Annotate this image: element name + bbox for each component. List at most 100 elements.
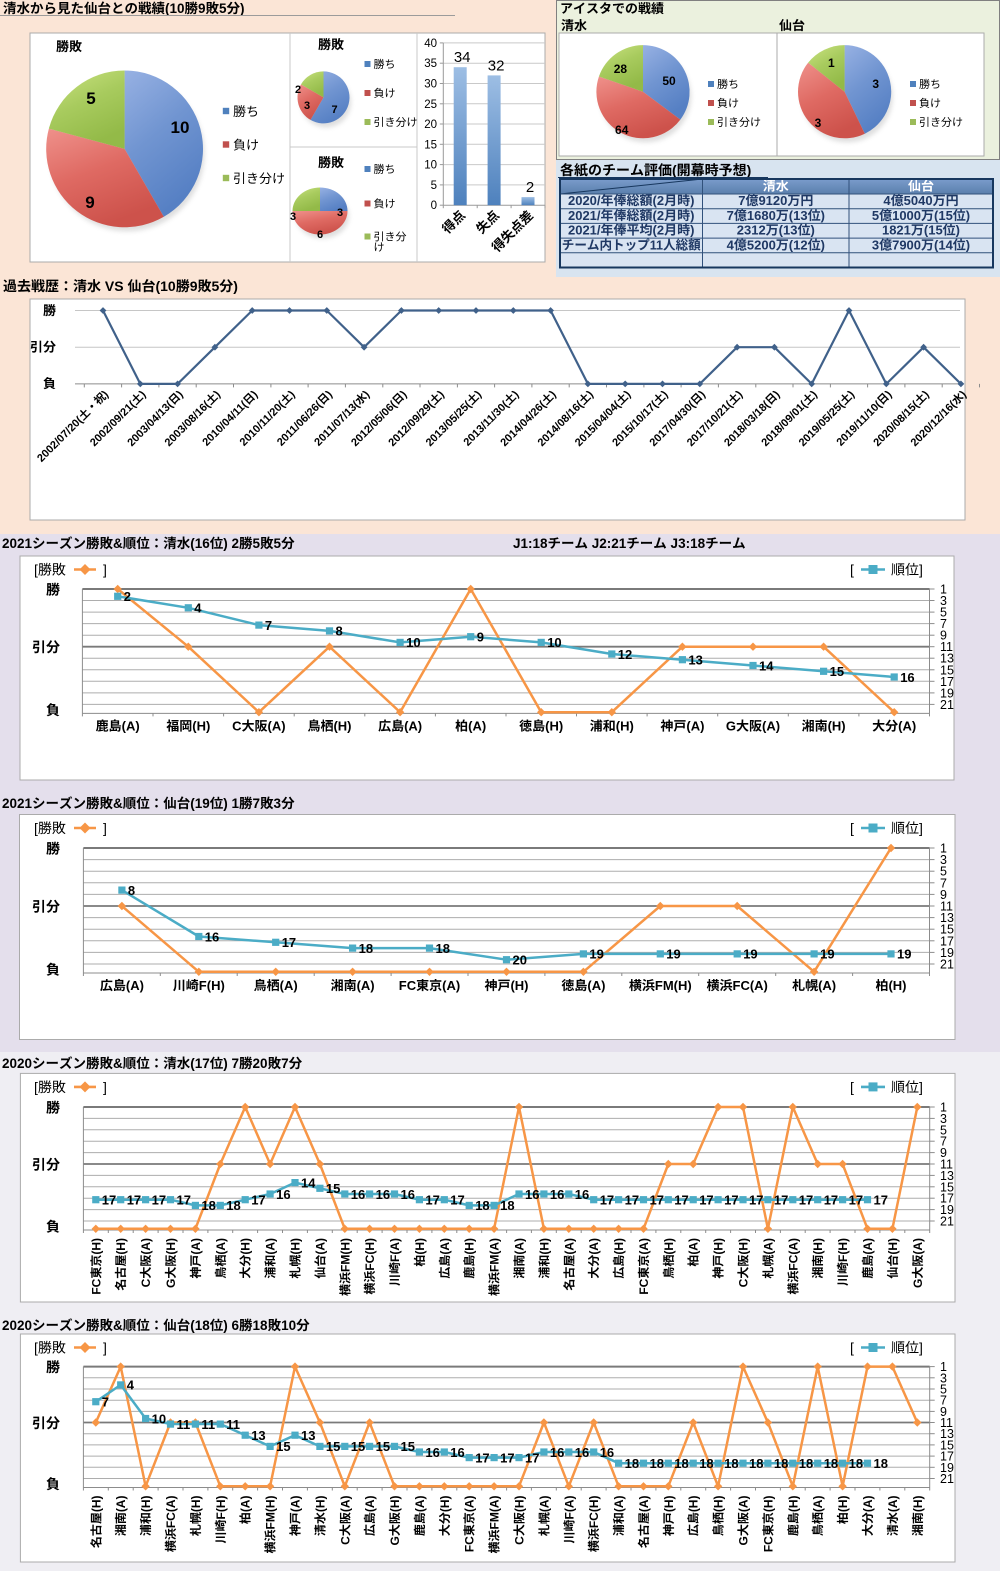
svg-text:11: 11 [201,1414,215,1433]
svg-text:17: 17 [525,1447,539,1466]
svg-text:浦和(H): 浦和(H) [535,1238,552,1279]
svg-text:16: 16 [276,1184,290,1203]
svg-text:川崎F(A): 川崎F(A) [386,1238,403,1286]
svg-text:鳥栖(A): 鳥栖(A) [254,975,298,994]
svg-text:G大阪(H): G大阪(H) [162,1238,179,1288]
svg-text:勝: 勝 [46,1357,60,1377]
svg-text:仙台(H): 仙台(H) [884,1238,901,1279]
svg-text:神戸(A): 神戸(A) [187,1238,204,1279]
svg-text:[: [ [850,560,854,580]
svg-text:柏(H): 柏(H) [875,975,906,994]
svg-text:11: 11 [177,1414,191,1433]
svg-text:25: 25 [424,96,437,112]
svg-text:清水: 清水 [561,15,587,34]
svg-text:16: 16 [376,1184,390,1203]
svg-text:勝敗: 勝敗 [318,34,344,53]
svg-text:負け: 負け [374,196,396,212]
svg-text:横浜FM(H): 横浜FM(H) [336,1238,353,1296]
svg-text:勝敗: 勝敗 [56,36,82,55]
svg-text:大分(H): 大分(H) [237,1238,254,1279]
svg-text:引分: 引分 [32,897,60,917]
svg-text:35: 35 [424,55,437,71]
svg-text:清水から見た仙台との戦績(10勝9敗5分): 清水から見た仙台との戦績(10勝9敗5分) [3,0,245,17]
svg-text:川崎F(H): 川崎F(H) [212,1496,229,1544]
svg-text:勝ち: 勝ち [233,101,259,120]
svg-text:6: 6 [317,226,323,242]
svg-text:7: 7 [940,613,947,632]
svg-text:20: 20 [513,950,527,969]
svg-text:14: 14 [759,655,774,674]
svg-text:19: 19 [743,944,757,963]
svg-text:11: 11 [940,896,953,915]
svg-text:15: 15 [940,1434,954,1453]
svg-text:徳島(A): 徳島(A) [561,975,605,994]
svg-text:18: 18 [874,1453,888,1472]
svg-text:川崎F(A): 川崎F(A) [560,1496,577,1544]
svg-text:10: 10 [424,157,437,173]
svg-text:2020/年俸総額(2月時): 2020/年俸総額(2月時) [568,190,694,209]
svg-text:21: 21 [940,1468,954,1487]
svg-text:15: 15 [401,1436,415,1455]
svg-text:17: 17 [127,1190,141,1209]
svg-text:柏(H): 柏(H) [834,1496,851,1525]
svg-text:仙台: 仙台 [908,176,934,195]
svg-text:横浜FM(A): 横浜FM(A) [486,1496,503,1554]
svg-text:FC東京(A): FC東京(A) [399,975,460,994]
svg-text:鹿島(H): 鹿島(H) [784,1496,801,1537]
svg-text:勝ち: 勝ち [919,76,941,92]
svg-text:広島(H): 広島(H) [610,1238,627,1279]
svg-text:21: 21 [940,954,954,973]
svg-text:15: 15 [376,1436,390,1455]
svg-text:16: 16 [425,1442,439,1461]
svg-text:大分(H): 大分(H) [436,1496,453,1537]
svg-text:19: 19 [940,682,954,701]
svg-text:28: 28 [614,60,628,77]
svg-text:神戸(H): 神戸(H) [710,1238,727,1279]
svg-text:17: 17 [940,1446,954,1465]
svg-text:7: 7 [102,1392,109,1411]
svg-text:17: 17 [874,1190,888,1209]
svg-text:清水(H): 清水(H) [311,1496,328,1537]
svg-text:1: 1 [940,838,947,857]
svg-text:C大阪(A): C大阪(A) [232,715,285,734]
svg-text:8: 8 [128,880,135,899]
svg-text:湘南(H): 湘南(H) [809,1238,826,1279]
svg-text:13: 13 [940,1423,954,1442]
svg-text:引き分け: 引き分け [717,114,761,130]
svg-text:17: 17 [824,1190,838,1209]
svg-text:川崎F(H): 川崎F(H) [173,975,225,994]
svg-text:17: 17 [799,1190,813,1209]
svg-text:2: 2 [526,176,534,197]
svg-text:40: 40 [424,35,437,51]
svg-text:柏(H): 柏(H) [411,1238,428,1267]
svg-text:13: 13 [940,907,954,926]
svg-text:16: 16 [401,1184,415,1203]
svg-text:15: 15 [326,1436,340,1455]
svg-text:4: 4 [194,598,202,617]
svg-text:勝ち: 勝ち [374,161,396,177]
svg-text:1: 1 [940,1356,947,1375]
svg-text:18: 18 [359,938,373,957]
svg-text:横浜FC(A): 横浜FC(A) [784,1238,801,1295]
svg-text:2020シーズン勝敗&順位：仙台(18位) 6勝18敗10分: 2020シーズン勝敗&順位：仙台(18位) 6勝18敗10分 [2,1314,310,1334]
svg-text:鳥栖(H): 鳥栖(H) [660,1238,677,1279]
svg-text:過去戦歴：清水 VS 仙台(10勝9敗5分): 過去戦歴：清水 VS 仙台(10勝9敗5分) [3,276,238,296]
svg-text:名古屋(H): 名古屋(H) [87,1496,104,1549]
svg-text:7億1680万(13位): 7億1680万(13位) [727,205,825,224]
svg-text:]: ] [103,560,107,580]
svg-text:横浜FM(A): 横浜FM(A) [486,1238,503,1296]
svg-text:34: 34 [454,46,471,67]
svg-text:11: 11 [226,1414,240,1433]
svg-text:18: 18 [799,1453,813,1472]
svg-text:川崎F(H): 川崎F(H) [834,1238,851,1286]
svg-text:17: 17 [625,1190,639,1209]
svg-text:17: 17 [450,1190,464,1209]
svg-text:横浜FC(H): 横浜FC(H) [585,1495,602,1552]
svg-text:FC東京(H): FC東京(H) [759,1495,776,1552]
svg-text:5: 5 [940,861,947,880]
svg-text:50: 50 [662,72,676,89]
svg-text:3: 3 [290,208,296,224]
svg-text:18: 18 [201,1195,215,1214]
svg-text:勝: 勝 [46,580,60,600]
svg-text:け: け [374,239,385,255]
